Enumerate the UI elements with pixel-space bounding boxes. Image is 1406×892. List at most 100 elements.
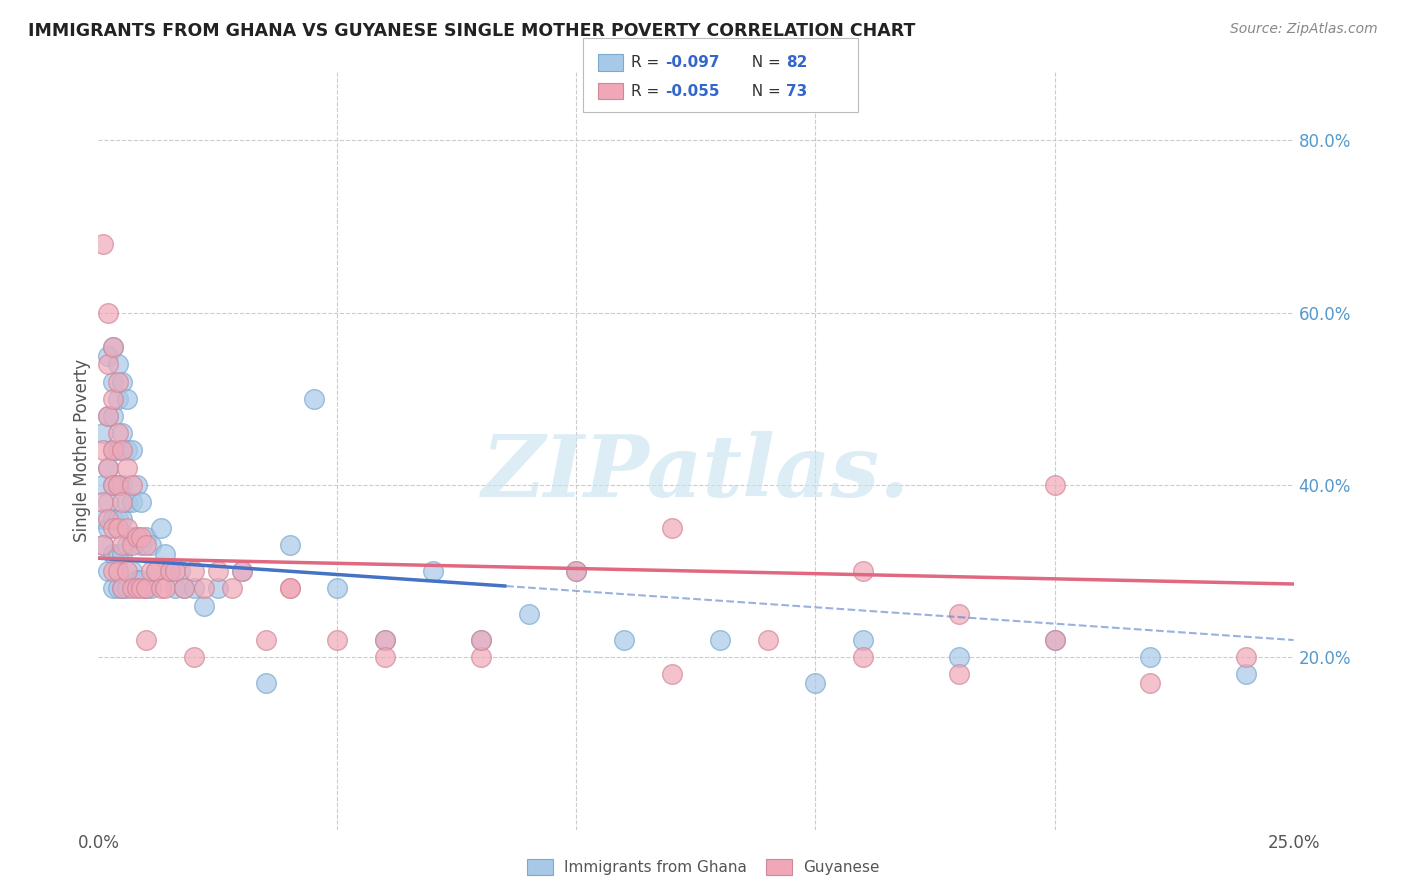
Point xyxy=(207,582,229,596)
Text: Guyanese: Guyanese xyxy=(803,860,879,874)
Point xyxy=(145,564,167,578)
Point xyxy=(173,582,195,596)
Point xyxy=(97,357,120,371)
Point xyxy=(139,538,162,552)
Point xyxy=(1234,667,1257,681)
Point xyxy=(661,667,683,681)
Point xyxy=(470,633,492,648)
Point xyxy=(254,676,277,690)
Point xyxy=(91,538,114,552)
Point xyxy=(193,599,215,613)
Point xyxy=(107,564,129,578)
Point xyxy=(101,547,124,561)
Point xyxy=(131,573,153,587)
Point xyxy=(115,521,138,535)
Point xyxy=(101,375,124,389)
Point xyxy=(111,426,134,441)
Point xyxy=(91,495,114,509)
Point xyxy=(91,512,114,526)
Point xyxy=(101,582,124,596)
Point xyxy=(101,521,124,535)
Point xyxy=(145,564,167,578)
Point xyxy=(111,495,134,509)
Point xyxy=(125,530,148,544)
Point xyxy=(207,564,229,578)
Point xyxy=(107,521,129,535)
Point xyxy=(155,582,177,596)
Point xyxy=(101,478,124,492)
Point xyxy=(97,521,120,535)
Point xyxy=(231,564,253,578)
Text: N =: N = xyxy=(742,55,786,70)
Point xyxy=(852,650,875,665)
Point xyxy=(107,443,129,458)
Point xyxy=(139,564,162,578)
Point xyxy=(193,582,215,596)
Point xyxy=(115,538,138,552)
Point xyxy=(131,530,153,544)
Point xyxy=(101,443,124,458)
Text: Immigrants from Ghana: Immigrants from Ghana xyxy=(564,860,747,874)
Point xyxy=(804,676,827,690)
Point xyxy=(125,573,148,587)
Point xyxy=(101,409,124,423)
Point xyxy=(948,667,970,681)
Point xyxy=(135,582,157,596)
Point xyxy=(107,512,129,526)
Point xyxy=(97,349,120,363)
Point xyxy=(91,538,114,552)
Point xyxy=(139,582,162,596)
Point xyxy=(948,650,970,665)
Point xyxy=(121,495,143,509)
Text: Source: ZipAtlas.com: Source: ZipAtlas.com xyxy=(1230,22,1378,37)
Point xyxy=(111,478,134,492)
Point xyxy=(101,392,124,406)
Point xyxy=(221,582,243,596)
Point xyxy=(107,392,129,406)
Point xyxy=(852,633,875,648)
Point xyxy=(121,443,143,458)
Point xyxy=(115,564,138,578)
Point xyxy=(1139,676,1161,690)
Point xyxy=(97,409,120,423)
Point xyxy=(709,633,731,648)
Point xyxy=(101,478,124,492)
Point xyxy=(91,426,114,441)
Point xyxy=(97,460,120,475)
Point xyxy=(97,512,120,526)
Point xyxy=(565,564,588,578)
Point xyxy=(756,633,779,648)
Point xyxy=(125,582,148,596)
Point xyxy=(107,375,129,389)
Point xyxy=(107,357,129,371)
Text: IMMIGRANTS FROM GHANA VS GUYANESE SINGLE MOTHER POVERTY CORRELATION CHART: IMMIGRANTS FROM GHANA VS GUYANESE SINGLE… xyxy=(28,22,915,40)
Point xyxy=(1043,478,1066,492)
Point xyxy=(155,547,177,561)
Point xyxy=(111,375,134,389)
Point xyxy=(254,633,277,648)
Point xyxy=(948,607,970,622)
Point xyxy=(661,521,683,535)
Point xyxy=(517,607,540,622)
Point xyxy=(97,305,120,319)
Point xyxy=(163,564,186,578)
Point xyxy=(107,426,129,441)
Point xyxy=(183,582,205,596)
Point xyxy=(1043,633,1066,648)
Point xyxy=(101,512,124,526)
Point xyxy=(91,443,114,458)
Point xyxy=(125,478,148,492)
Point xyxy=(470,650,492,665)
Point xyxy=(115,582,138,596)
Point xyxy=(131,582,153,596)
Point xyxy=(159,564,181,578)
Point xyxy=(326,582,349,596)
Point xyxy=(121,478,143,492)
Point xyxy=(278,582,301,596)
Point xyxy=(470,633,492,648)
Point xyxy=(159,564,181,578)
Point xyxy=(101,443,124,458)
Point xyxy=(121,538,143,552)
Text: -0.055: -0.055 xyxy=(665,84,720,98)
Point xyxy=(278,538,301,552)
